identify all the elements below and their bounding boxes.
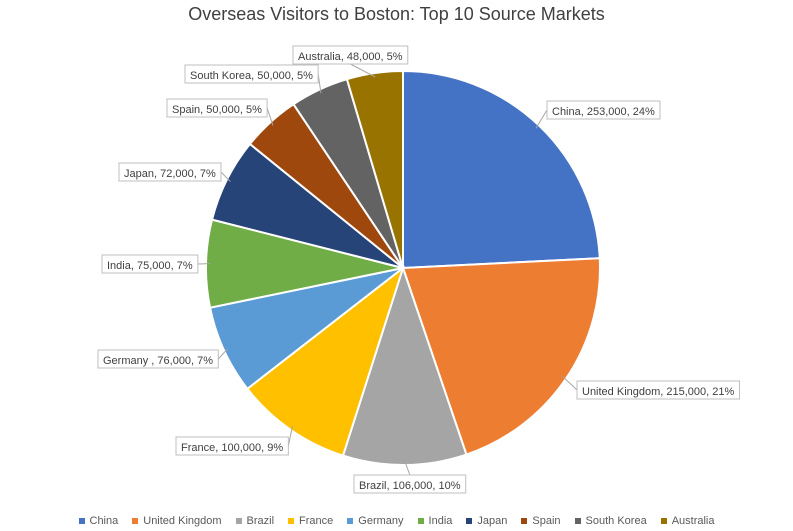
legend-item: South Korea	[574, 515, 647, 527]
leader-line	[266, 107, 274, 126]
legend-item: India	[417, 515, 453, 527]
data-label-box	[175, 436, 289, 456]
data-label: India, 75,000, 7%	[101, 254, 199, 274]
data-label: Spain, 50,000, 5%	[166, 98, 268, 118]
legend-item: Germany	[347, 515, 404, 527]
legend-label: Brazil	[246, 515, 275, 527]
pie-slice-china	[402, 69, 601, 270]
leader-line	[562, 376, 578, 391]
data-label-text: Australia, 48,000, 5%	[298, 51, 403, 63]
legend-swatch	[347, 518, 354, 524]
data-label-text: Japan, 72,000, 7%	[124, 168, 216, 180]
data-label-text: France, 100,000, 9%	[181, 442, 283, 454]
legend-item: United Kingdom	[132, 515, 222, 527]
data-label: Australia, 48,000, 5%	[292, 45, 409, 65]
legend-item: China	[78, 515, 119, 527]
data-label-text: China, 253,000, 24%	[552, 106, 655, 118]
leader-line	[220, 171, 231, 182]
legend-swatch	[417, 518, 424, 524]
legend: China United Kingdom Brazil France Germany In…	[0, 515, 793, 527]
data-label: Germany , 76,000, 7%	[97, 349, 219, 369]
legend-swatch	[660, 518, 667, 524]
data-label-box	[292, 45, 409, 65]
data-label-box	[118, 162, 222, 182]
pie-slice-united-kingdom	[401, 257, 601, 456]
legend-label: South Korea	[585, 515, 647, 527]
data-label-box	[97, 349, 219, 369]
pie-slice-france	[245, 265, 405, 457]
chart-title: Overseas Visitors to Boston: Top 10 Sour…	[188, 4, 605, 24]
legend-label: India	[428, 515, 453, 527]
legend-label: United Kingdom	[143, 515, 222, 527]
legend-label: France	[299, 515, 334, 527]
legend-swatch	[288, 518, 295, 524]
data-label: China, 253,000, 24%	[546, 100, 661, 120]
leader-line	[350, 63, 376, 78]
legend-swatch	[235, 518, 242, 524]
data-label: United Kingdom, 215,000, 21%	[576, 380, 740, 400]
legend-swatch	[78, 518, 85, 524]
leader-line	[535, 109, 548, 129]
legend-swatch	[466, 518, 473, 524]
legend-item: Japan	[466, 515, 507, 527]
legend-swatch	[521, 518, 528, 524]
leader-line	[287, 426, 293, 447]
legend-label: China	[89, 515, 119, 527]
data-label-box	[166, 98, 268, 118]
legend-item: Australia	[660, 515, 715, 527]
legend-label: Japan	[477, 515, 508, 527]
data-label: South Korea, 50,000, 5%	[184, 64, 319, 84]
data-label-box	[353, 474, 467, 494]
data-label-box	[576, 380, 740, 400]
pie-slice-brazil	[341, 264, 468, 466]
data-label-text: Germany , 76,000, 7%	[103, 355, 213, 367]
data-label: France, 100,000, 9%	[175, 436, 289, 456]
legend-swatch	[132, 518, 139, 524]
data-label-text: Spain, 50,000, 5%	[172, 104, 262, 116]
legend-label: Spain	[532, 515, 561, 527]
legend-label: Australia	[671, 515, 715, 527]
legend-label: Germany	[358, 515, 404, 527]
leader-line	[217, 348, 229, 360]
data-label: Japan, 72,000, 7%	[118, 162, 222, 182]
legend-item: France	[288, 515, 333, 527]
data-label-text: South Korea, 50,000, 5%	[190, 70, 313, 82]
legend-swatch	[574, 518, 581, 524]
legend-item: Spain	[521, 515, 561, 527]
pie-chart: China, 253,000, 24% United Kingdom, 215,0…	[97, 45, 740, 494]
data-label-box	[546, 100, 661, 120]
data-label-text: United Kingdom, 215,000, 21%	[582, 386, 734, 398]
data-label-text: India, 75,000, 7%	[107, 260, 193, 272]
data-label-text: Brazil, 106,000, 10%	[359, 480, 461, 492]
leader-line	[404, 460, 411, 476]
legend-item: Brazil	[235, 515, 275, 527]
pie-slice-australia	[345, 69, 404, 269]
data-label-box	[184, 64, 319, 84]
data-label: Brazil, 106,000, 10%	[353, 474, 467, 494]
data-label-box	[101, 254, 199, 274]
